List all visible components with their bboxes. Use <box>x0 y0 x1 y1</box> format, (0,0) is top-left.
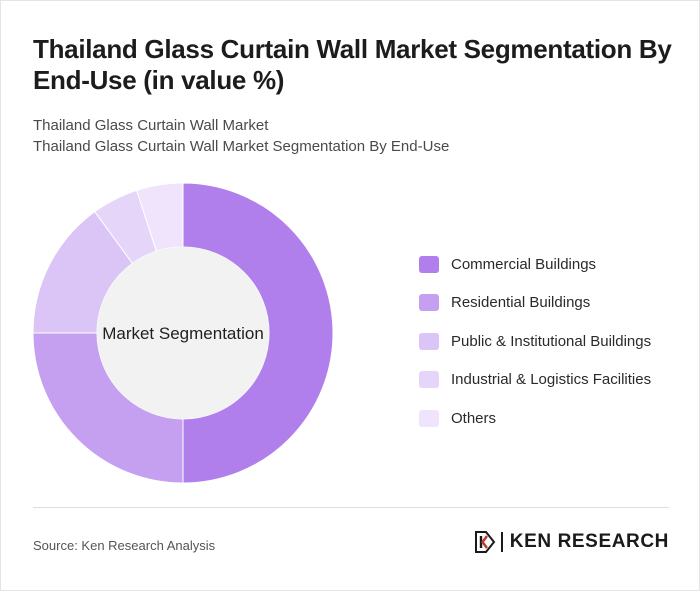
legend-item[interactable]: Commercial Buildings <box>419 245 689 284</box>
legend-swatch <box>419 409 439 427</box>
brand-separator <box>501 532 503 552</box>
legend-label: Others <box>451 409 497 427</box>
source-note: Source: Ken Research Analysis <box>33 538 216 553</box>
legend-swatch <box>419 332 439 350</box>
chart-legend: Commercial Buildings Residential Building… <box>419 245 689 438</box>
legend-item[interactable]: Industrial & Logistics Facilities <box>419 361 689 400</box>
legend-item[interactable]: Others <box>419 399 689 438</box>
chart-subtitle: Thailand Glass Curtain Wall Market Thail… <box>33 115 449 157</box>
subtitle-line-1: Thailand Glass Curtain Wall Market <box>33 117 269 134</box>
subtitle-line-2: Thailand Glass Curtain Wall Market Segme… <box>33 138 450 155</box>
chart-title: Thailand Glass Curtain Wall Market Segme… <box>33 34 672 95</box>
legend-item[interactable]: Residential Buildings <box>419 284 689 323</box>
donut-center <box>97 247 269 419</box>
legend-swatch <box>419 371 439 389</box>
ken-research-logo-icon <box>475 531 496 553</box>
legend-swatch <box>419 255 439 273</box>
legend-label: Industrial & Logistics Facilities <box>451 371 652 389</box>
legend-label: Residential Buildings <box>451 294 591 312</box>
brand-logo: KEN RESEARCH <box>474 530 669 554</box>
donut-center-label: Market Segmentation <box>102 324 264 343</box>
legend-label: Public & Institutional Buildings <box>451 332 652 350</box>
legend-item[interactable]: Public & Institutional Buildings <box>419 322 689 361</box>
footer-divider <box>33 507 669 508</box>
legend-label: Commercial Buildings <box>451 255 597 273</box>
brand-name: KEN RESEARCH <box>509 531 669 552</box>
legend-swatch <box>419 294 439 312</box>
